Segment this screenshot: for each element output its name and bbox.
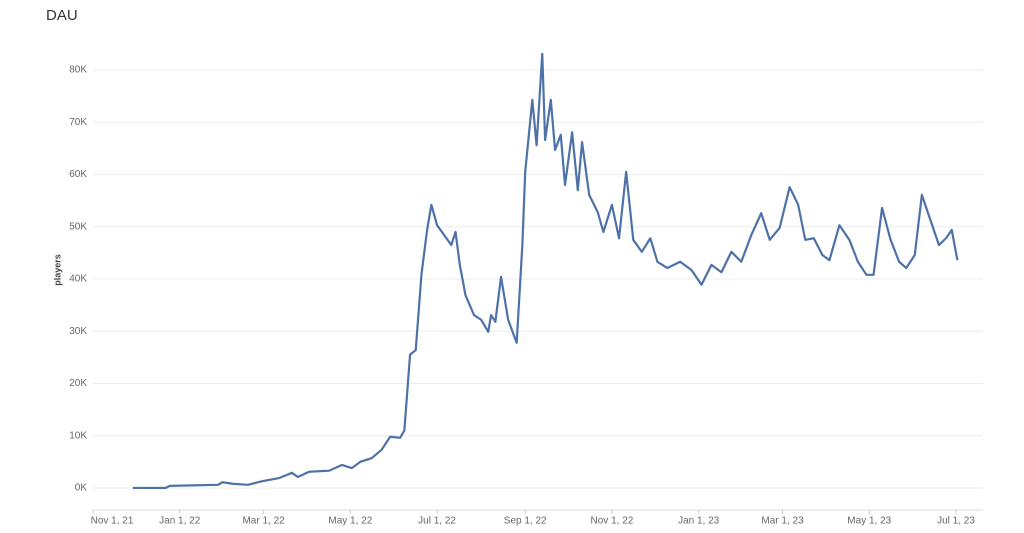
data-line bbox=[132, 52, 959, 490]
x-tick-label: Jan 1, 23 bbox=[678, 516, 720, 527]
x-tick-label: Jul 1, 23 bbox=[937, 516, 975, 527]
y-tick-label: 20K bbox=[69, 378, 87, 389]
x-tick-label: Jul 1, 22 bbox=[418, 516, 456, 527]
x-tick-label: Nov 1, 22 bbox=[591, 516, 634, 527]
y-axis-label: players bbox=[52, 254, 62, 286]
chart-title: DAU bbox=[46, 7, 78, 24]
x-tick-label: Nov 1, 21 bbox=[91, 516, 134, 527]
x-tick-label: Sep 1, 22 bbox=[504, 516, 547, 527]
x-tick-label: May 1, 22 bbox=[328, 516, 372, 527]
x-tick-label: Mar 1, 23 bbox=[761, 516, 804, 527]
y-tick-label: 70K bbox=[69, 117, 87, 128]
x-tick-label: May 1, 23 bbox=[847, 516, 891, 527]
x-tick-label: Mar 1, 22 bbox=[242, 516, 285, 527]
y-tick-label: 60K bbox=[69, 169, 87, 180]
y-tick-label: 10K bbox=[69, 430, 87, 441]
y-tick-label: 50K bbox=[69, 221, 87, 232]
y-tick-label: 30K bbox=[69, 326, 87, 337]
x-tick-label: Jan 1, 22 bbox=[159, 516, 201, 527]
y-tick-label: 0K bbox=[75, 483, 88, 494]
y-tick-label: 40K bbox=[69, 274, 87, 285]
y-tick-label: 80K bbox=[69, 65, 87, 76]
